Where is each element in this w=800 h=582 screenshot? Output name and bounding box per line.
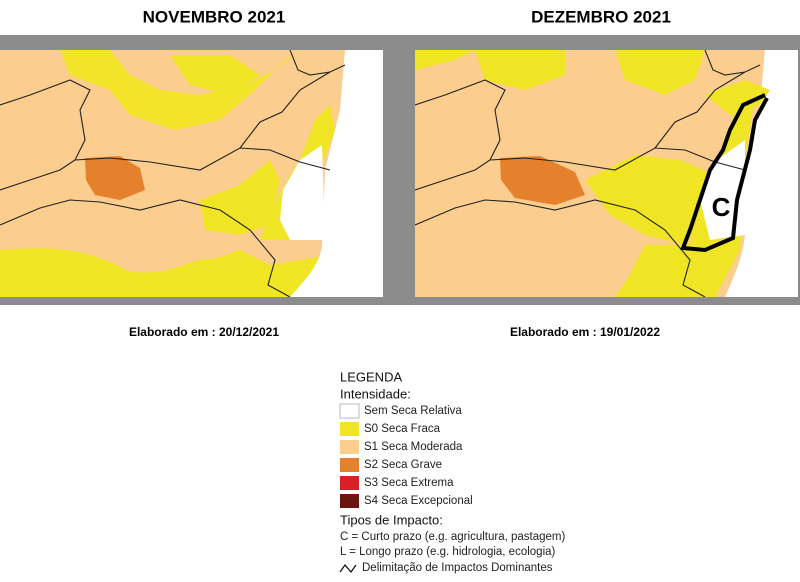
- legend-swatch: [340, 458, 359, 472]
- impact-label: C: [712, 192, 731, 222]
- drought-area: [200, 160, 280, 235]
- drought-area: [280, 145, 325, 240]
- legend-item: L = Longo prazo (e.g. hidrologia, ecolog…: [340, 546, 556, 558]
- legend-title: LEGENDA: [340, 369, 402, 384]
- legend-subtitle: Tipos de Impacto:: [340, 512, 443, 527]
- drought-area: [170, 55, 260, 95]
- legend-item: Sem Seca Relativa: [364, 405, 462, 417]
- drought-area: [415, 50, 475, 70]
- legend-swatch: [340, 422, 359, 436]
- map-caption: Elaborado em : 19/01/2022: [510, 325, 660, 339]
- drought-area: [725, 50, 798, 297]
- drought-area: [615, 50, 705, 95]
- legend-item: S2 Seca Grave: [364, 459, 442, 471]
- drought-area: [60, 50, 300, 130]
- map-caption: Elaborado em : 20/12/2021: [129, 325, 279, 339]
- legend-swatch: [340, 440, 359, 454]
- panel-title: DEZEMBRO 2021: [531, 7, 671, 26]
- legend-item: S1 Seca Moderada: [364, 441, 463, 453]
- drought-area: [290, 50, 383, 297]
- legend-item: C = Curto prazo (e.g. agricultura, pasta…: [340, 531, 565, 543]
- legend-item: Delimitação de Impactos Dominantes: [362, 562, 553, 574]
- legend-swatch: [340, 476, 359, 490]
- drought-area: [705, 80, 770, 115]
- legend-subtitle: Intensidade:: [340, 386, 411, 401]
- legend-swatch: [339, 403, 360, 419]
- panel-title: NOVEMBRO 2021: [143, 7, 286, 26]
- drought-area: [85, 156, 145, 200]
- legend-swatch: [340, 494, 359, 508]
- drought-area: [585, 155, 715, 245]
- boundary-icon: [339, 563, 357, 574]
- legend-item: S3 Seca Extrema: [364, 477, 454, 489]
- drought-area: [475, 50, 565, 90]
- map-december: [415, 50, 798, 297]
- legend-item: S4 Seca Excepcional: [364, 495, 473, 507]
- legend-item: S0 Seca Fraca: [364, 423, 441, 435]
- map-november: [0, 50, 383, 297]
- impact-boundary: [680, 93, 769, 253]
- drought-area: [0, 254, 300, 297]
- drought-area: [500, 156, 585, 205]
- legend: LEGENDA Intensidade: Tipos de Impacto: C…: [339, 369, 565, 574]
